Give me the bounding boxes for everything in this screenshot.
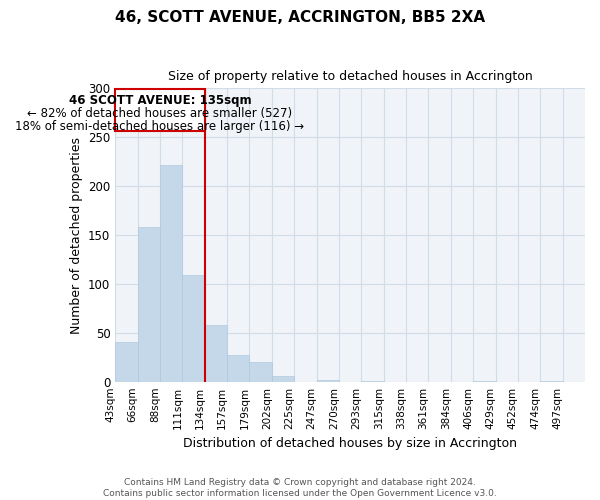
- Title: Size of property relative to detached houses in Accrington: Size of property relative to detached ho…: [168, 70, 533, 83]
- X-axis label: Distribution of detached houses by size in Accrington: Distribution of detached houses by size …: [183, 437, 517, 450]
- Y-axis label: Number of detached properties: Number of detached properties: [70, 136, 83, 334]
- Text: Contains HM Land Registry data © Crown copyright and database right 2024.
Contai: Contains HM Land Registry data © Crown c…: [103, 478, 497, 498]
- Bar: [227, 356, 250, 382]
- Bar: [182, 275, 205, 382]
- Bar: [160, 164, 182, 382]
- Bar: [317, 380, 339, 382]
- Bar: [115, 342, 137, 382]
- Bar: [473, 380, 496, 382]
- FancyBboxPatch shape: [115, 90, 205, 132]
- Bar: [540, 380, 563, 382]
- Bar: [250, 362, 272, 382]
- Text: ← 82% of detached houses are smaller (527): ← 82% of detached houses are smaller (52…: [28, 107, 293, 120]
- Text: 46 SCOTT AVENUE: 135sqm: 46 SCOTT AVENUE: 135sqm: [68, 94, 251, 107]
- Bar: [137, 227, 160, 382]
- Text: 46, SCOTT AVENUE, ACCRINGTON, BB5 2XA: 46, SCOTT AVENUE, ACCRINGTON, BB5 2XA: [115, 10, 485, 25]
- Text: 18% of semi-detached houses are larger (116) →: 18% of semi-detached houses are larger (…: [16, 120, 305, 132]
- Bar: [272, 376, 294, 382]
- Bar: [361, 380, 383, 382]
- Bar: [205, 325, 227, 382]
